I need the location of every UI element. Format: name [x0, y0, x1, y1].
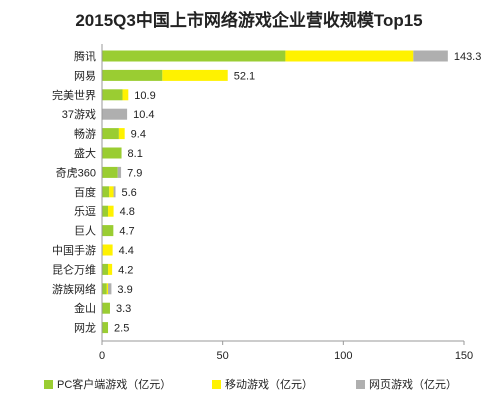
bar-segment-series-1	[162, 69, 228, 81]
bar-segment-series-1	[285, 50, 414, 62]
legend-label-series-1: 移动游戏（亿元）	[225, 378, 313, 391]
bar-segment-series-2	[102, 108, 128, 120]
category-label: 乐逗	[74, 205, 96, 218]
total-value-label: 10.9	[134, 90, 155, 102]
category-label: 中国手游	[52, 243, 96, 257]
total-value-label: 4.4	[119, 245, 134, 257]
bar-segment-series-0	[102, 69, 163, 81]
bar-segment-series-0	[102, 166, 118, 178]
bar-segment-series-1	[118, 128, 125, 140]
bar-segment-series-1	[108, 205, 114, 217]
category-label: 昆仑万维	[52, 262, 96, 276]
x-tick-label: 0	[99, 350, 105, 362]
total-value-label: 4.2	[118, 264, 133, 276]
x-axis: 0 50 100 150	[99, 44, 473, 362]
total-value-label: 4.8	[120, 206, 135, 218]
bar-segment-series-0	[102, 128, 119, 140]
bar-segment-series-0	[102, 50, 286, 62]
bar-segment-series-0	[102, 225, 114, 237]
bar-segment-series-0	[102, 263, 109, 275]
category-label: 盛大	[74, 146, 96, 160]
bar-segment-series-1	[122, 89, 129, 101]
bar-segment-series-1	[102, 244, 113, 256]
bar-segment-series-2	[108, 283, 112, 295]
total-value-label: 9.4	[131, 129, 146, 141]
bar-segment-series-1	[106, 283, 109, 295]
total-value-label: 4.7	[119, 226, 134, 238]
legend: PC客户端游戏（亿元） 移动游戏（亿元） 网页游戏（亿元）	[44, 377, 457, 391]
bars-layer	[102, 50, 448, 334]
bar-segment-series-1	[109, 186, 114, 198]
total-value-label: 3.3	[116, 303, 131, 315]
category-label: 腾讯	[74, 49, 96, 63]
category-label: 巨人	[74, 225, 96, 238]
category-label: 37游戏	[62, 108, 96, 121]
total-value-label: 2.5	[114, 323, 129, 335]
bar-segment-series-0	[102, 302, 110, 314]
total-value-label: 3.9	[117, 284, 132, 296]
category-label: 完美世界	[52, 88, 96, 102]
total-value-label: 7.9	[127, 167, 142, 179]
bar-segment-series-1	[108, 263, 113, 275]
category-label: 网龙	[74, 322, 96, 335]
legend-label-series-0: PC客户端游戏（亿元）	[57, 377, 171, 391]
labels-layer: 腾讯 143.3 网易 52.1 完美世界 10.9 37游戏 10.4 畅游 9.4 盛大 8.1 奇…	[52, 49, 481, 335]
bar-segment-series-2	[117, 166, 122, 178]
chart-title: 2015Q3中国上市网络游戏企业营收规模Top15	[75, 11, 423, 30]
total-value-label: 10.4	[133, 109, 154, 121]
x-tick-label: 50	[217, 350, 229, 362]
category-label: 百度	[74, 185, 96, 199]
category-label: 游族网络	[52, 282, 96, 296]
legend-swatch-series-2	[356, 380, 365, 389]
legend-swatch-series-0	[44, 380, 53, 389]
bar-segment-series-2	[113, 186, 116, 198]
x-tick-label: 100	[334, 350, 352, 362]
total-value-label: 143.3	[454, 51, 482, 63]
bar-segment-series-0	[102, 322, 109, 334]
total-value-label: 8.1	[128, 148, 143, 160]
category-label: 奇虎360	[56, 166, 96, 179]
bar-segment-series-0	[102, 186, 110, 198]
total-value-label: 52.1	[234, 70, 255, 82]
bar-segment-series-0	[102, 89, 123, 101]
total-value-label: 5.6	[122, 187, 137, 199]
bar-segment-series-2	[413, 50, 448, 62]
bar-segment-series-0	[102, 205, 109, 217]
category-label: 金山	[74, 301, 96, 315]
x-tick-label: 150	[455, 350, 473, 362]
category-label: 网易	[74, 69, 96, 82]
category-label: 畅游	[74, 127, 96, 141]
bar-segment-series-0	[102, 283, 107, 295]
legend-swatch-series-1	[212, 380, 221, 389]
bar-segment-series-0	[102, 147, 122, 159]
legend-label-series-2: 网页游戏（亿元）	[369, 378, 457, 391]
